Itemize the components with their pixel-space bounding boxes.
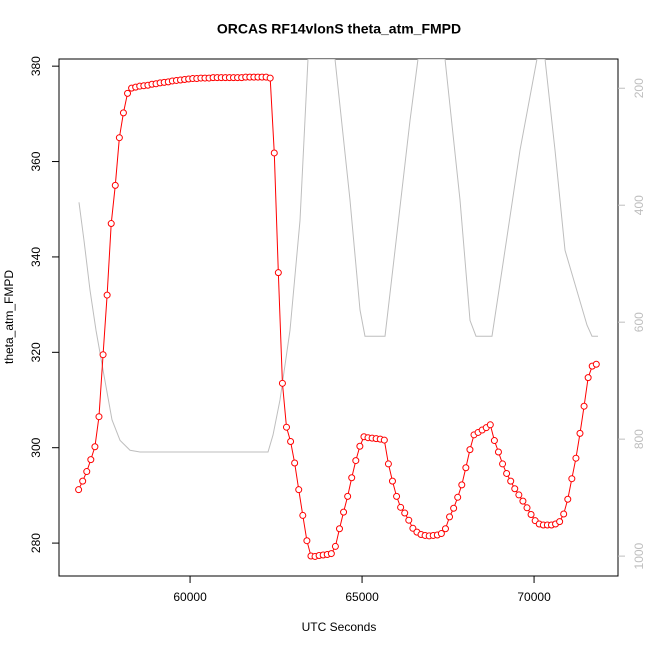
y-tick-label: 320 — [29, 342, 43, 362]
data-point — [295, 486, 303, 494]
data-point — [344, 492, 352, 500]
data-point — [291, 459, 299, 467]
data-point — [515, 491, 523, 499]
data-point — [119, 109, 127, 117]
data-point — [380, 436, 388, 444]
data-point — [511, 485, 519, 493]
data-point — [507, 477, 515, 485]
y2-tick-label: 600 — [632, 312, 646, 332]
data-point — [111, 181, 119, 189]
data-point — [75, 486, 83, 494]
data-point — [83, 468, 91, 476]
data-point — [462, 464, 470, 472]
data-point — [450, 504, 458, 512]
series-line — [78, 76, 597, 557]
data-point — [527, 510, 535, 518]
series-line — [78, 59, 599, 453]
data-point — [458, 481, 466, 489]
data-point — [352, 457, 360, 465]
data-point — [560, 510, 568, 518]
data-point — [384, 460, 392, 468]
y-axis-label: theta_atm_FMPD — [2, 270, 16, 364]
data-point — [388, 477, 396, 485]
x-tick-label: 60000 — [173, 590, 207, 604]
y-tick-label: 360 — [29, 151, 43, 171]
data-point — [103, 291, 111, 299]
data-point — [115, 134, 123, 142]
data-point — [494, 448, 502, 456]
data-point — [87, 456, 95, 464]
data-point — [441, 525, 449, 533]
y-tick-label: 380 — [29, 56, 43, 76]
data-point — [454, 493, 462, 501]
x-axis-label: UTC Seconds — [302, 620, 377, 634]
data-point — [282, 423, 290, 431]
data-point — [564, 495, 572, 503]
data-point — [556, 518, 564, 526]
data-point — [270, 149, 278, 157]
data-point — [393, 492, 401, 500]
data-point — [274, 269, 282, 277]
data-point — [503, 469, 511, 477]
data-point — [278, 379, 286, 387]
data-point — [466, 446, 474, 454]
data-point — [79, 477, 87, 485]
data-point — [401, 509, 409, 517]
data-point — [490, 437, 498, 445]
data-point — [572, 454, 580, 462]
data-point — [584, 374, 592, 382]
plot-frame — [58, 58, 619, 577]
data-point — [446, 513, 454, 521]
x-tick-label: 70000 — [517, 590, 551, 604]
data-point — [327, 550, 335, 558]
data-point — [287, 438, 295, 446]
y2-tick-label: 1000 — [632, 542, 646, 569]
data-point — [335, 525, 343, 533]
data-point — [348, 474, 356, 482]
y-tick-label: 340 — [29, 247, 43, 267]
data-point — [303, 537, 311, 545]
data-point — [592, 360, 600, 368]
chart-title: ORCAS RF14vlonS theta_atm_FMPD — [217, 21, 461, 37]
data-point — [340, 508, 348, 516]
data-point — [299, 511, 307, 519]
data-point — [107, 220, 115, 228]
data-point — [91, 443, 99, 451]
y2-tick-label: 200 — [632, 78, 646, 98]
y2-tick-label: 800 — [632, 429, 646, 449]
y-tick-label: 300 — [29, 437, 43, 457]
data-point — [580, 402, 588, 410]
data-point — [437, 530, 445, 538]
data-point — [519, 497, 527, 505]
y-tick-label: 280 — [29, 533, 43, 553]
data-point — [331, 542, 339, 550]
y2-tick-label: 400 — [632, 195, 646, 215]
data-point — [95, 413, 103, 421]
data-point — [499, 460, 507, 468]
data-point — [568, 475, 576, 483]
data-point — [486, 421, 494, 429]
data-point — [124, 89, 132, 97]
data-point — [576, 429, 584, 437]
data-point — [99, 351, 107, 359]
data-point — [397, 503, 405, 511]
x-tick-label: 65000 — [345, 590, 379, 604]
data-point — [356, 442, 364, 450]
data-point — [523, 504, 531, 512]
data-point — [266, 74, 274, 82]
data-point — [405, 516, 413, 524]
